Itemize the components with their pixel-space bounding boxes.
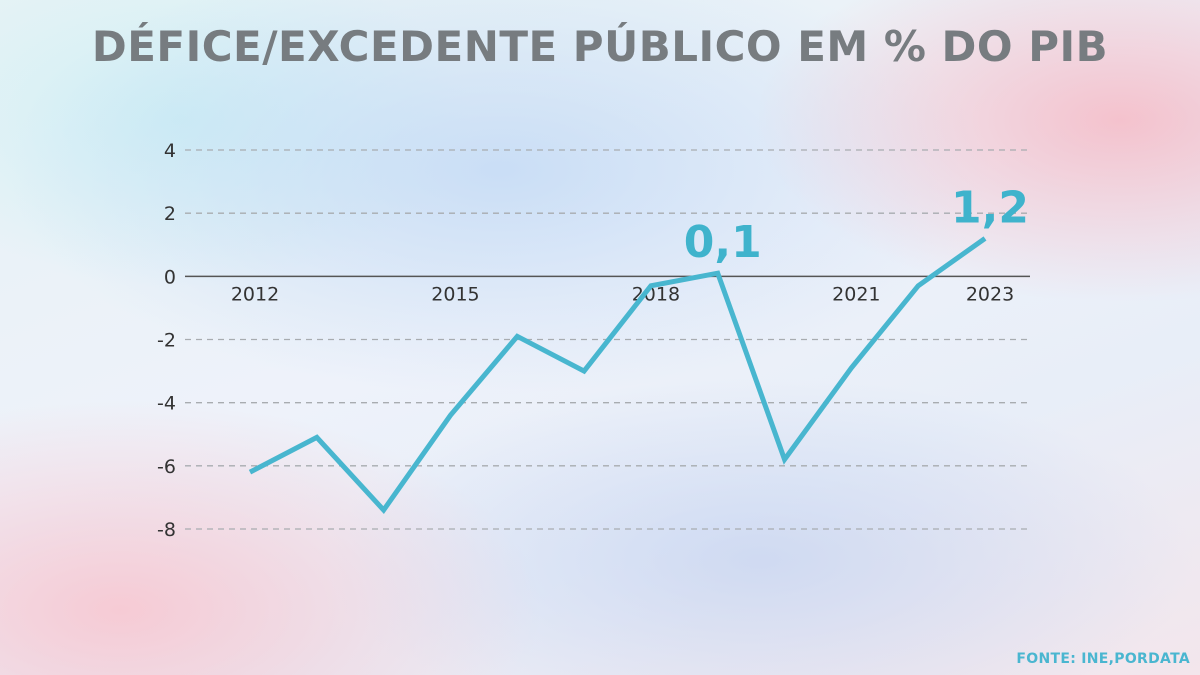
- x-tick-label: 2012: [231, 283, 279, 305]
- y-tick-label: -4: [157, 393, 176, 415]
- y-tick-label: -2: [157, 330, 176, 352]
- y-tick-label: -6: [157, 456, 176, 478]
- x-axis-ticks: 2012 2015 2018 2021 2023: [231, 283, 1014, 305]
- chart-title: DÉFICE/EXCEDENTE PÚBLICO EM % DO PIB: [91, 22, 1109, 71]
- value-callout: 1,2: [951, 182, 1029, 233]
- x-tick-label: 2023: [966, 283, 1014, 305]
- y-axis-ticks: 4 2 0 -2 -4 -6 -8: [157, 140, 176, 541]
- x-tick-label: 2021: [832, 283, 880, 305]
- series-layer: [248, 236, 987, 515]
- x-tick-label: 2015: [431, 283, 479, 305]
- source-note: FONTE: INE,PORDATA: [1016, 651, 1190, 667]
- y-tick-label: 2: [164, 203, 176, 225]
- series-line: [248, 236, 987, 515]
- annotations: 0,1 1,2: [684, 182, 1029, 268]
- value-callout: 0,1: [684, 217, 762, 268]
- y-tick-label: 4: [164, 140, 176, 162]
- y-tick-label: -8: [157, 519, 176, 541]
- x-tick-label: 2018: [632, 283, 680, 305]
- y-tick-label: 0: [164, 266, 176, 288]
